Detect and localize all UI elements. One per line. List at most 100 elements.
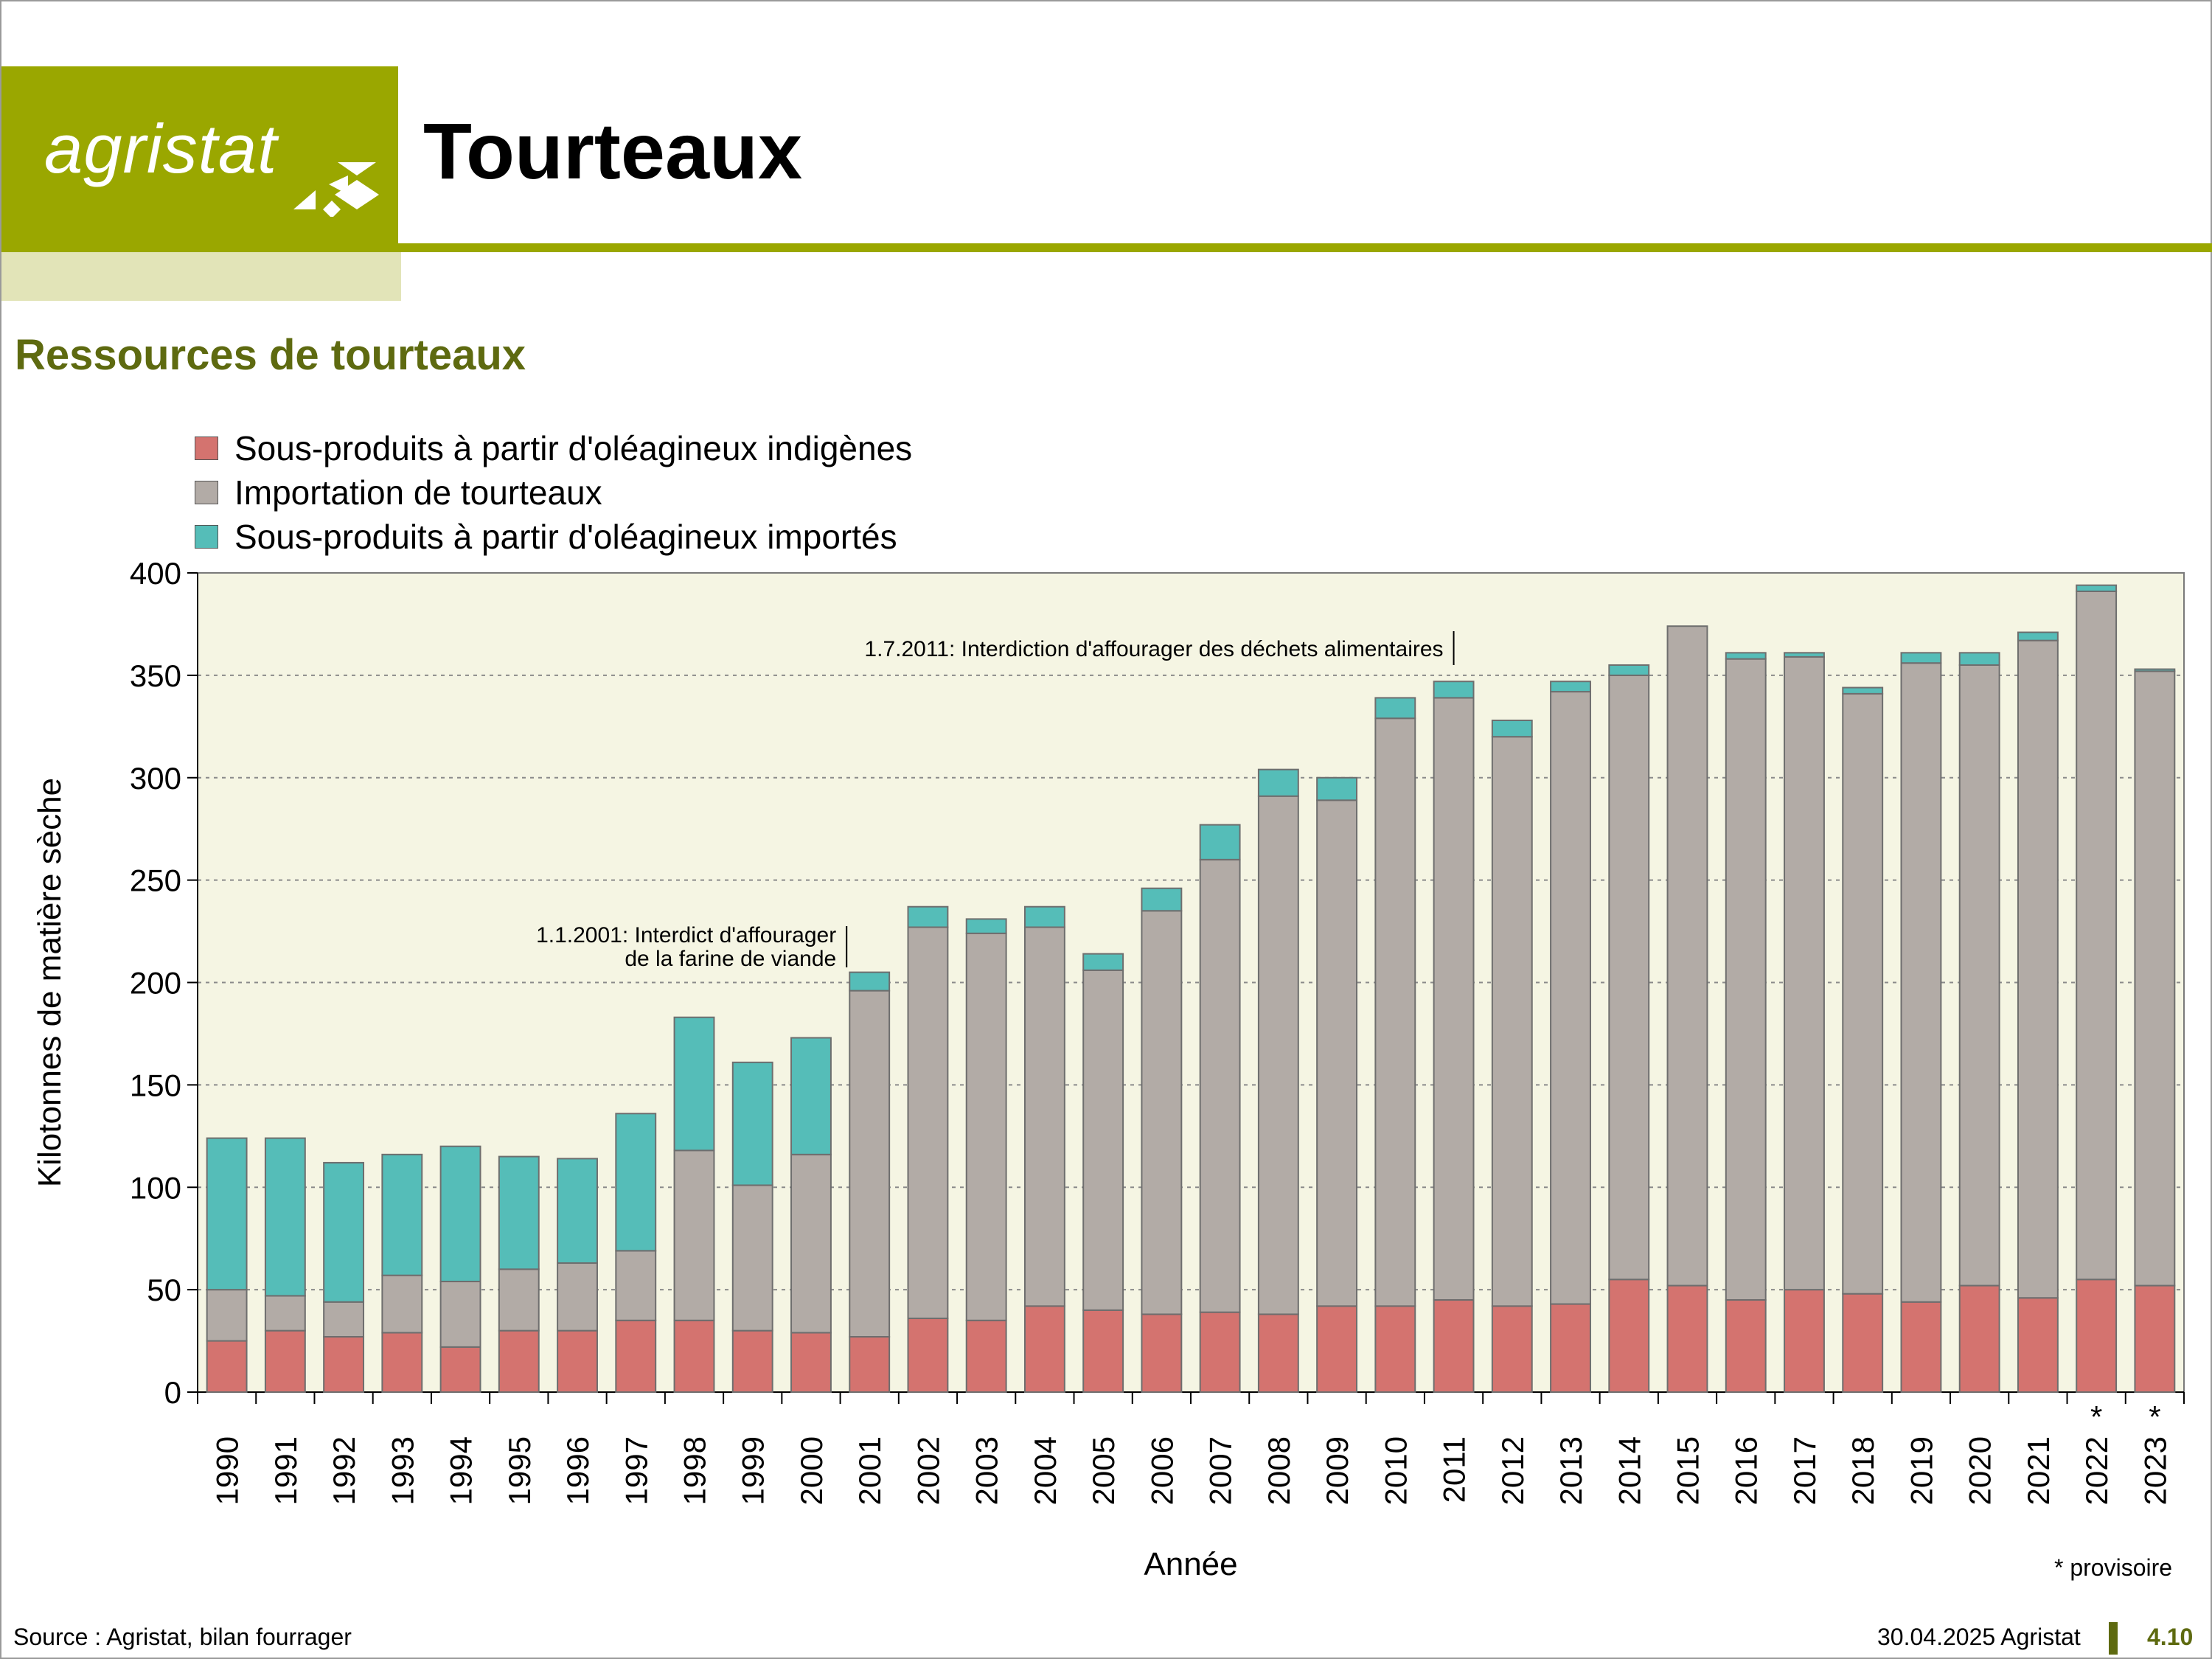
x-tick-label: 2008	[1262, 1436, 1296, 1505]
x-tick-label: 2004	[1028, 1436, 1062, 1505]
page-number: 4.10	[2147, 1624, 2194, 1650]
x-tick-label: 1998	[678, 1436, 712, 1505]
y-tick-label: 0	[164, 1375, 181, 1410]
bar-segment-import	[1958, 664, 2000, 1287]
bar-segment-indigenous	[381, 1332, 423, 1394]
bar-segment-indigenous	[1491, 1305, 1533, 1393]
y-tick-label: 150	[130, 1068, 181, 1102]
x-tick-label: 2009	[1320, 1436, 1354, 1505]
logo-shadow	[1, 252, 401, 301]
bar-segment-indigenous	[1374, 1305, 1416, 1393]
bar-segment-import	[790, 1153, 832, 1334]
x-tick-label: 1990	[210, 1436, 245, 1505]
bar-segment-import	[1316, 799, 1358, 1307]
bar-segment-imported-oilseeds	[673, 1016, 715, 1152]
provisional-marker: *	[2149, 1399, 2160, 1434]
bar-segment-imported-oilseeds	[1433, 681, 1475, 699]
bar-segment-import	[731, 1184, 773, 1332]
annotation-text: 1.1.2001: Interdict d'affourager	[536, 923, 836, 947]
bar-segment-imported-oilseeds	[1958, 652, 2000, 666]
bar-segment-indigenous	[1082, 1309, 1124, 1394]
bar-segment-imported-oilseeds	[206, 1137, 248, 1291]
agristat-logo-icon	[293, 162, 379, 217]
bar-segment-imported-oilseeds	[1842, 686, 1884, 695]
bar-segment-import	[1433, 697, 1475, 1301]
y-tick-label: 400	[130, 556, 181, 591]
bar-segment-indigenous	[1900, 1301, 1942, 1394]
bar-segment-imported-oilseeds	[1257, 768, 1299, 797]
x-tick-label: 1999	[736, 1436, 771, 1505]
bar-segment-imported-oilseeds	[849, 971, 891, 992]
bar-segment-imported-oilseeds	[439, 1145, 481, 1283]
bar-segment-imported-oilseeds	[1784, 652, 1825, 658]
x-tick-label: 2016	[1729, 1436, 1764, 1505]
bar-segment-import	[206, 1289, 248, 1342]
legend-label-imported-oilseeds: Sous-produits à partir d'oléagineux impo…	[234, 518, 897, 556]
bar-segment-indigenous	[1725, 1299, 1767, 1393]
bar-segment-imported-oilseeds	[1141, 887, 1183, 912]
x-tick-label: 2010	[1378, 1436, 1413, 1505]
bar-segment-imported-oilseeds	[1082, 953, 1124, 971]
y-axis-title: Kilotonnes de matière sèche	[32, 778, 68, 1187]
bar-segment-indigenous	[1550, 1303, 1591, 1394]
bar-segment-import	[1491, 736, 1533, 1307]
bar-segment-import	[1842, 692, 1884, 1295]
annotation-text: de la farine de viande	[625, 947, 836, 971]
x-tick-label: 2000	[794, 1436, 829, 1505]
bar-segment-import	[849, 990, 891, 1338]
bar-segment-imported-oilseeds	[1199, 824, 1241, 860]
bar-segment-import	[1550, 691, 1591, 1305]
bar-segment-imported-oilseeds	[907, 905, 949, 928]
bar-segment-imported-oilseeds	[557, 1158, 598, 1265]
bar-segment-imported-oilseeds	[790, 1037, 832, 1155]
legend-swatch-indigenous	[195, 437, 218, 460]
legend-item-imported-oilseeds: Sous-produits à partir d'oléagineux impo…	[195, 515, 912, 559]
x-tick-label: 2006	[1144, 1436, 1179, 1505]
bar-segment-imported-oilseeds	[264, 1137, 306, 1297]
bar-segment-imported-oilseeds	[1608, 664, 1650, 676]
bar-segment-import	[615, 1250, 657, 1321]
bar-segment-indigenous	[1141, 1313, 1183, 1393]
x-tick-label: 2001	[852, 1436, 887, 1505]
bar-segment-import	[264, 1295, 306, 1332]
footer-date: 30.04.2025 Agristat	[1877, 1624, 2081, 1650]
bar-segment-indigenous	[2017, 1297, 2059, 1393]
bar-segment-import	[1023, 926, 1065, 1307]
bar-segment-indigenous	[323, 1336, 365, 1393]
logo-text: agristat	[44, 110, 278, 187]
x-tick-label: 2003	[970, 1436, 1004, 1505]
bar-segment-imported-oilseeds	[323, 1161, 365, 1303]
bar-segment-indigenous	[498, 1329, 540, 1394]
bar-segment-import	[965, 932, 1007, 1321]
bar-segment-import	[1900, 662, 1942, 1303]
bar-segment-import	[1666, 625, 1708, 1287]
bar-segment-import	[1725, 658, 1767, 1301]
bar-segment-indigenous	[907, 1318, 949, 1394]
x-tick-label: 1994	[444, 1436, 479, 1505]
bar-segment-imported-oilseeds	[615, 1113, 657, 1252]
x-tick-label: 2019	[1904, 1436, 1938, 1505]
bar-segment-imported-oilseeds	[1316, 776, 1358, 801]
bar-segment-import	[2017, 639, 2059, 1299]
bar-segment-imported-oilseeds	[731, 1061, 773, 1186]
bar-segment-indigenous	[731, 1329, 773, 1394]
x-tick-label: 2022	[2079, 1436, 2114, 1505]
bar-segment-indigenous	[206, 1340, 248, 1393]
footer-divider	[2109, 1622, 2118, 1655]
bar-segment-indigenous	[1257, 1313, 1299, 1393]
bar-segment-import	[2134, 670, 2176, 1287]
legend-label-indigenous: Sous-produits à partir d'oléagineux indi…	[234, 429, 913, 467]
logo-panel	[1, 66, 398, 252]
bar-segment-imported-oilseeds	[1374, 697, 1416, 720]
bar-segment-import	[1141, 910, 1183, 1315]
x-tick-label: 2002	[911, 1436, 945, 1505]
bar-segment-imported-oilseeds	[1023, 905, 1065, 928]
bar-segment-imported-oilseeds	[498, 1155, 540, 1270]
bar-segment-import	[1784, 655, 1825, 1291]
bar-segment-indigenous	[790, 1332, 832, 1394]
bar-segment-indigenous	[439, 1346, 481, 1394]
header-divider	[398, 243, 2212, 252]
provisional-note: * provisoire	[2054, 1554, 2173, 1581]
bar-segment-import	[1257, 795, 1299, 1315]
